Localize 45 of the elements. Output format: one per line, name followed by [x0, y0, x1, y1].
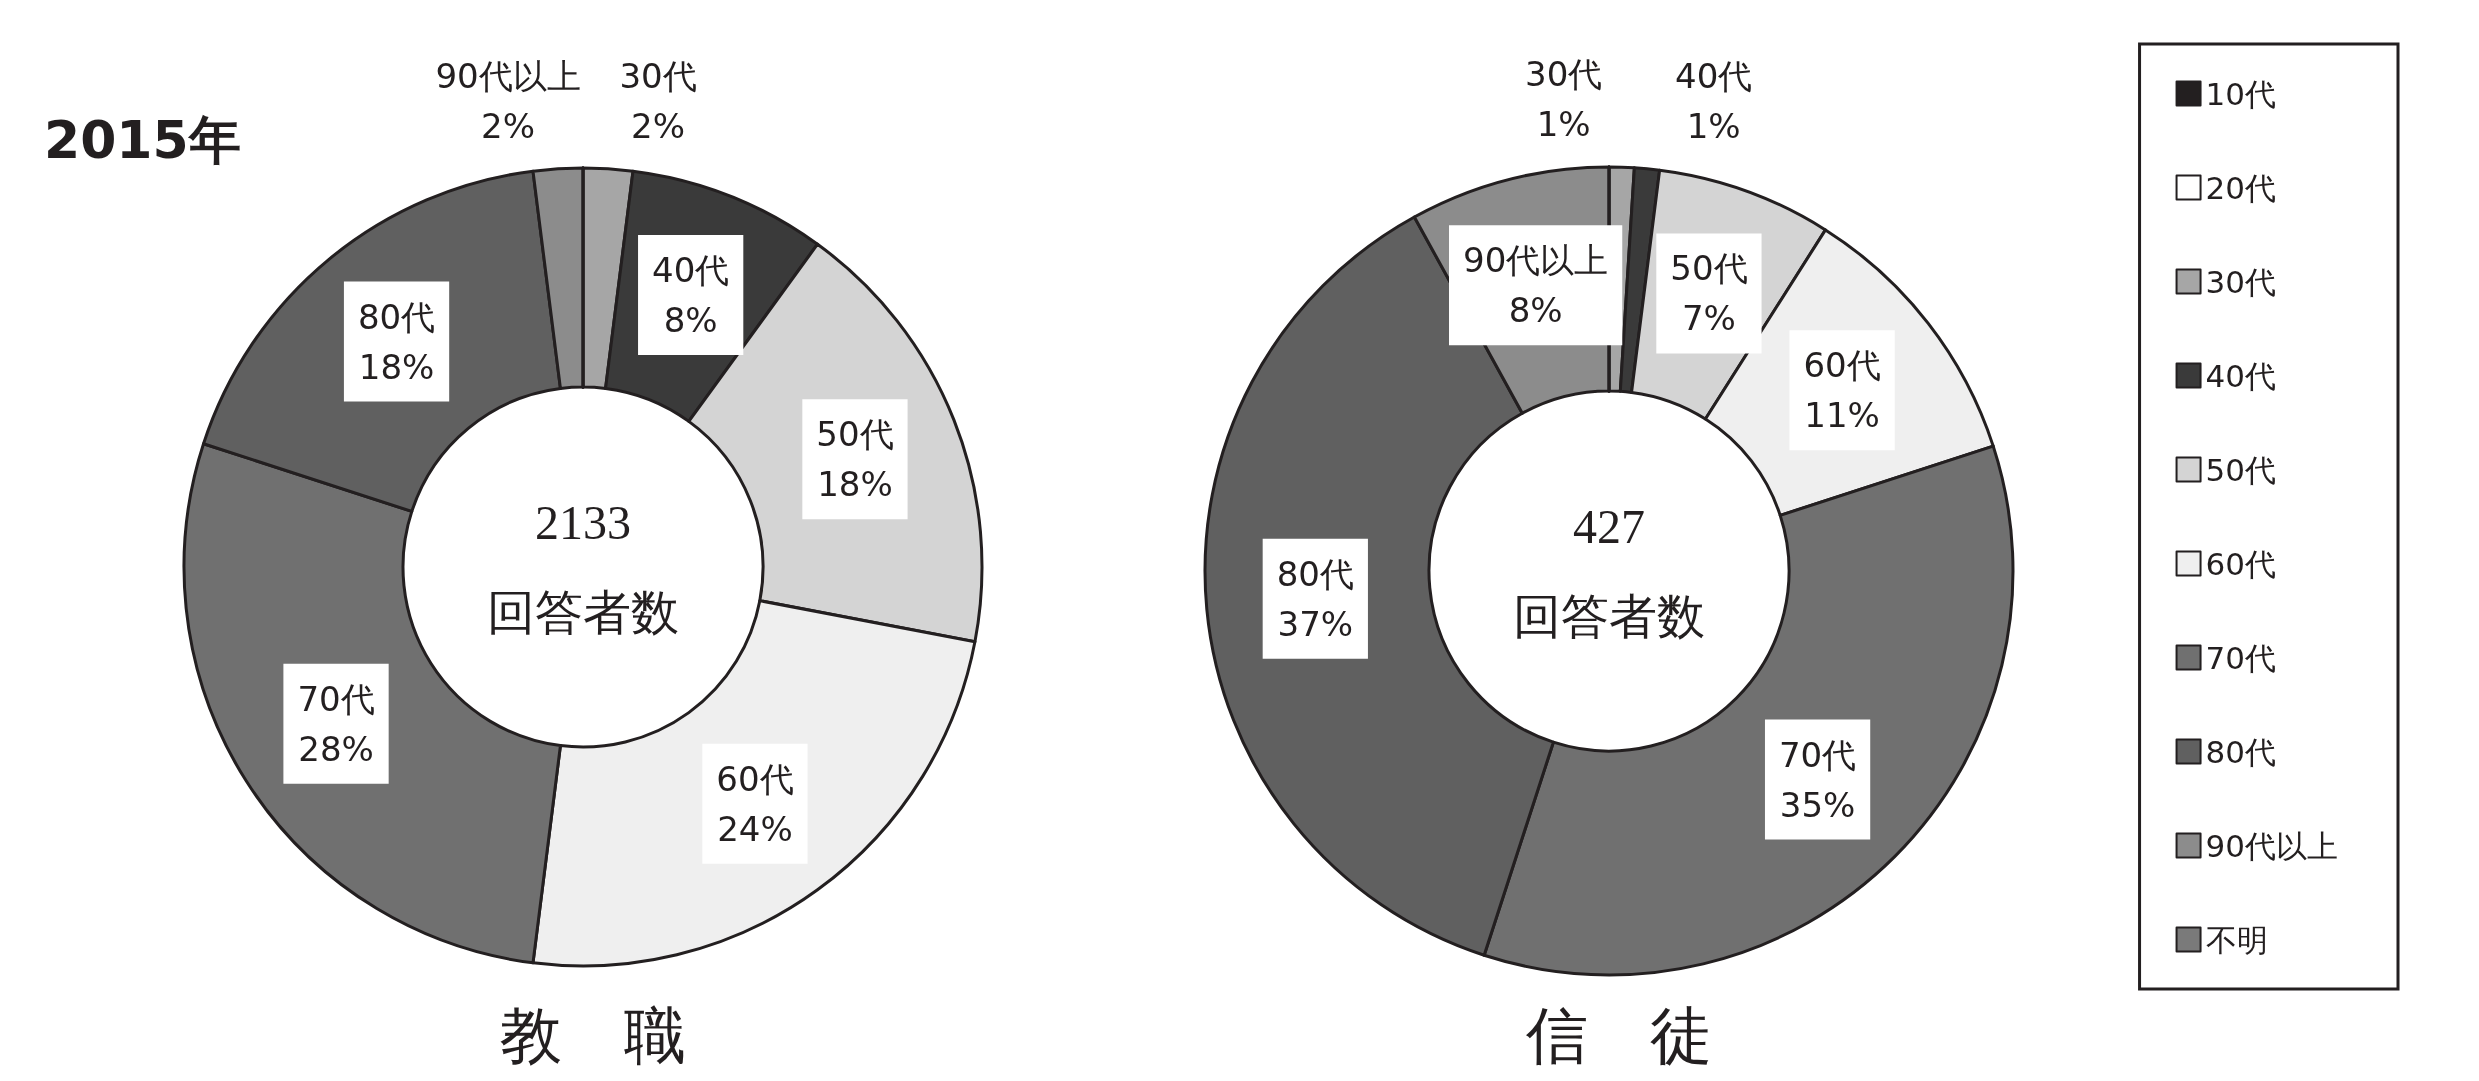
slice-label: 70代 — [1778, 734, 1857, 775]
legend-label: 80代 — [2205, 733, 2277, 770]
legend-label: 40代 — [2205, 357, 2277, 394]
legend-label: 不明 — [2205, 921, 2268, 958]
data-label: 2% — [481, 105, 535, 146]
slice-label: 60代 — [1803, 345, 1881, 386]
data-label: 1% — [1686, 106, 1741, 147]
legend-label: 60代 — [2205, 545, 2277, 582]
data-label: 28% — [298, 728, 374, 769]
data-label: 18% — [358, 346, 435, 387]
data-label: 11% — [1804, 395, 1880, 436]
slice-label: 50代 — [816, 414, 894, 455]
slice-label: 30代 — [1524, 54, 1603, 95]
text: 2015年 — [44, 110, 241, 170]
legend-label: 90代以上 — [2205, 827, 2339, 864]
slice-label: 30代 — [619, 55, 697, 96]
data-label: 8% — [663, 300, 718, 341]
slice-label: 80代 — [1276, 553, 1354, 594]
slice-label: 50代 — [1670, 248, 1748, 289]
legend-label: 70代 — [2205, 639, 2277, 676]
slice-label: 60代 — [716, 758, 794, 799]
text: 回答者数 — [1513, 589, 1705, 643]
slice-label: 40代 — [1674, 56, 1753, 97]
data-label: 1% — [1536, 104, 1591, 145]
text: 2133 — [535, 495, 631, 549]
legend-label: 20代 — [2205, 169, 2277, 206]
legend-label: 50代 — [2205, 451, 2277, 488]
legend-label: 10代 — [2205, 75, 2277, 112]
slice-label: 80代 — [357, 296, 436, 337]
text: 427 — [1573, 499, 1645, 553]
slice-label: 90代以上 — [435, 55, 581, 96]
slice-label: 90代以上 — [1463, 240, 1609, 281]
legend-label: 30代 — [2205, 263, 2277, 300]
data-label: 24% — [717, 808, 793, 849]
data-label: 37% — [1277, 603, 1354, 644]
data-label: 35% — [1779, 784, 1856, 825]
text: 信 徒 — [1526, 1002, 1712, 1070]
data-label: 8% — [1508, 290, 1563, 331]
data-label: 18% — [817, 464, 893, 505]
slice-label: 40代 — [652, 250, 730, 291]
data-label: 7% — [1681, 298, 1736, 339]
text: 回答者数 — [487, 585, 679, 639]
text: 教 職 — [500, 1002, 686, 1070]
slice-label: 70代 — [297, 678, 375, 719]
data-label: 2% — [631, 105, 685, 146]
